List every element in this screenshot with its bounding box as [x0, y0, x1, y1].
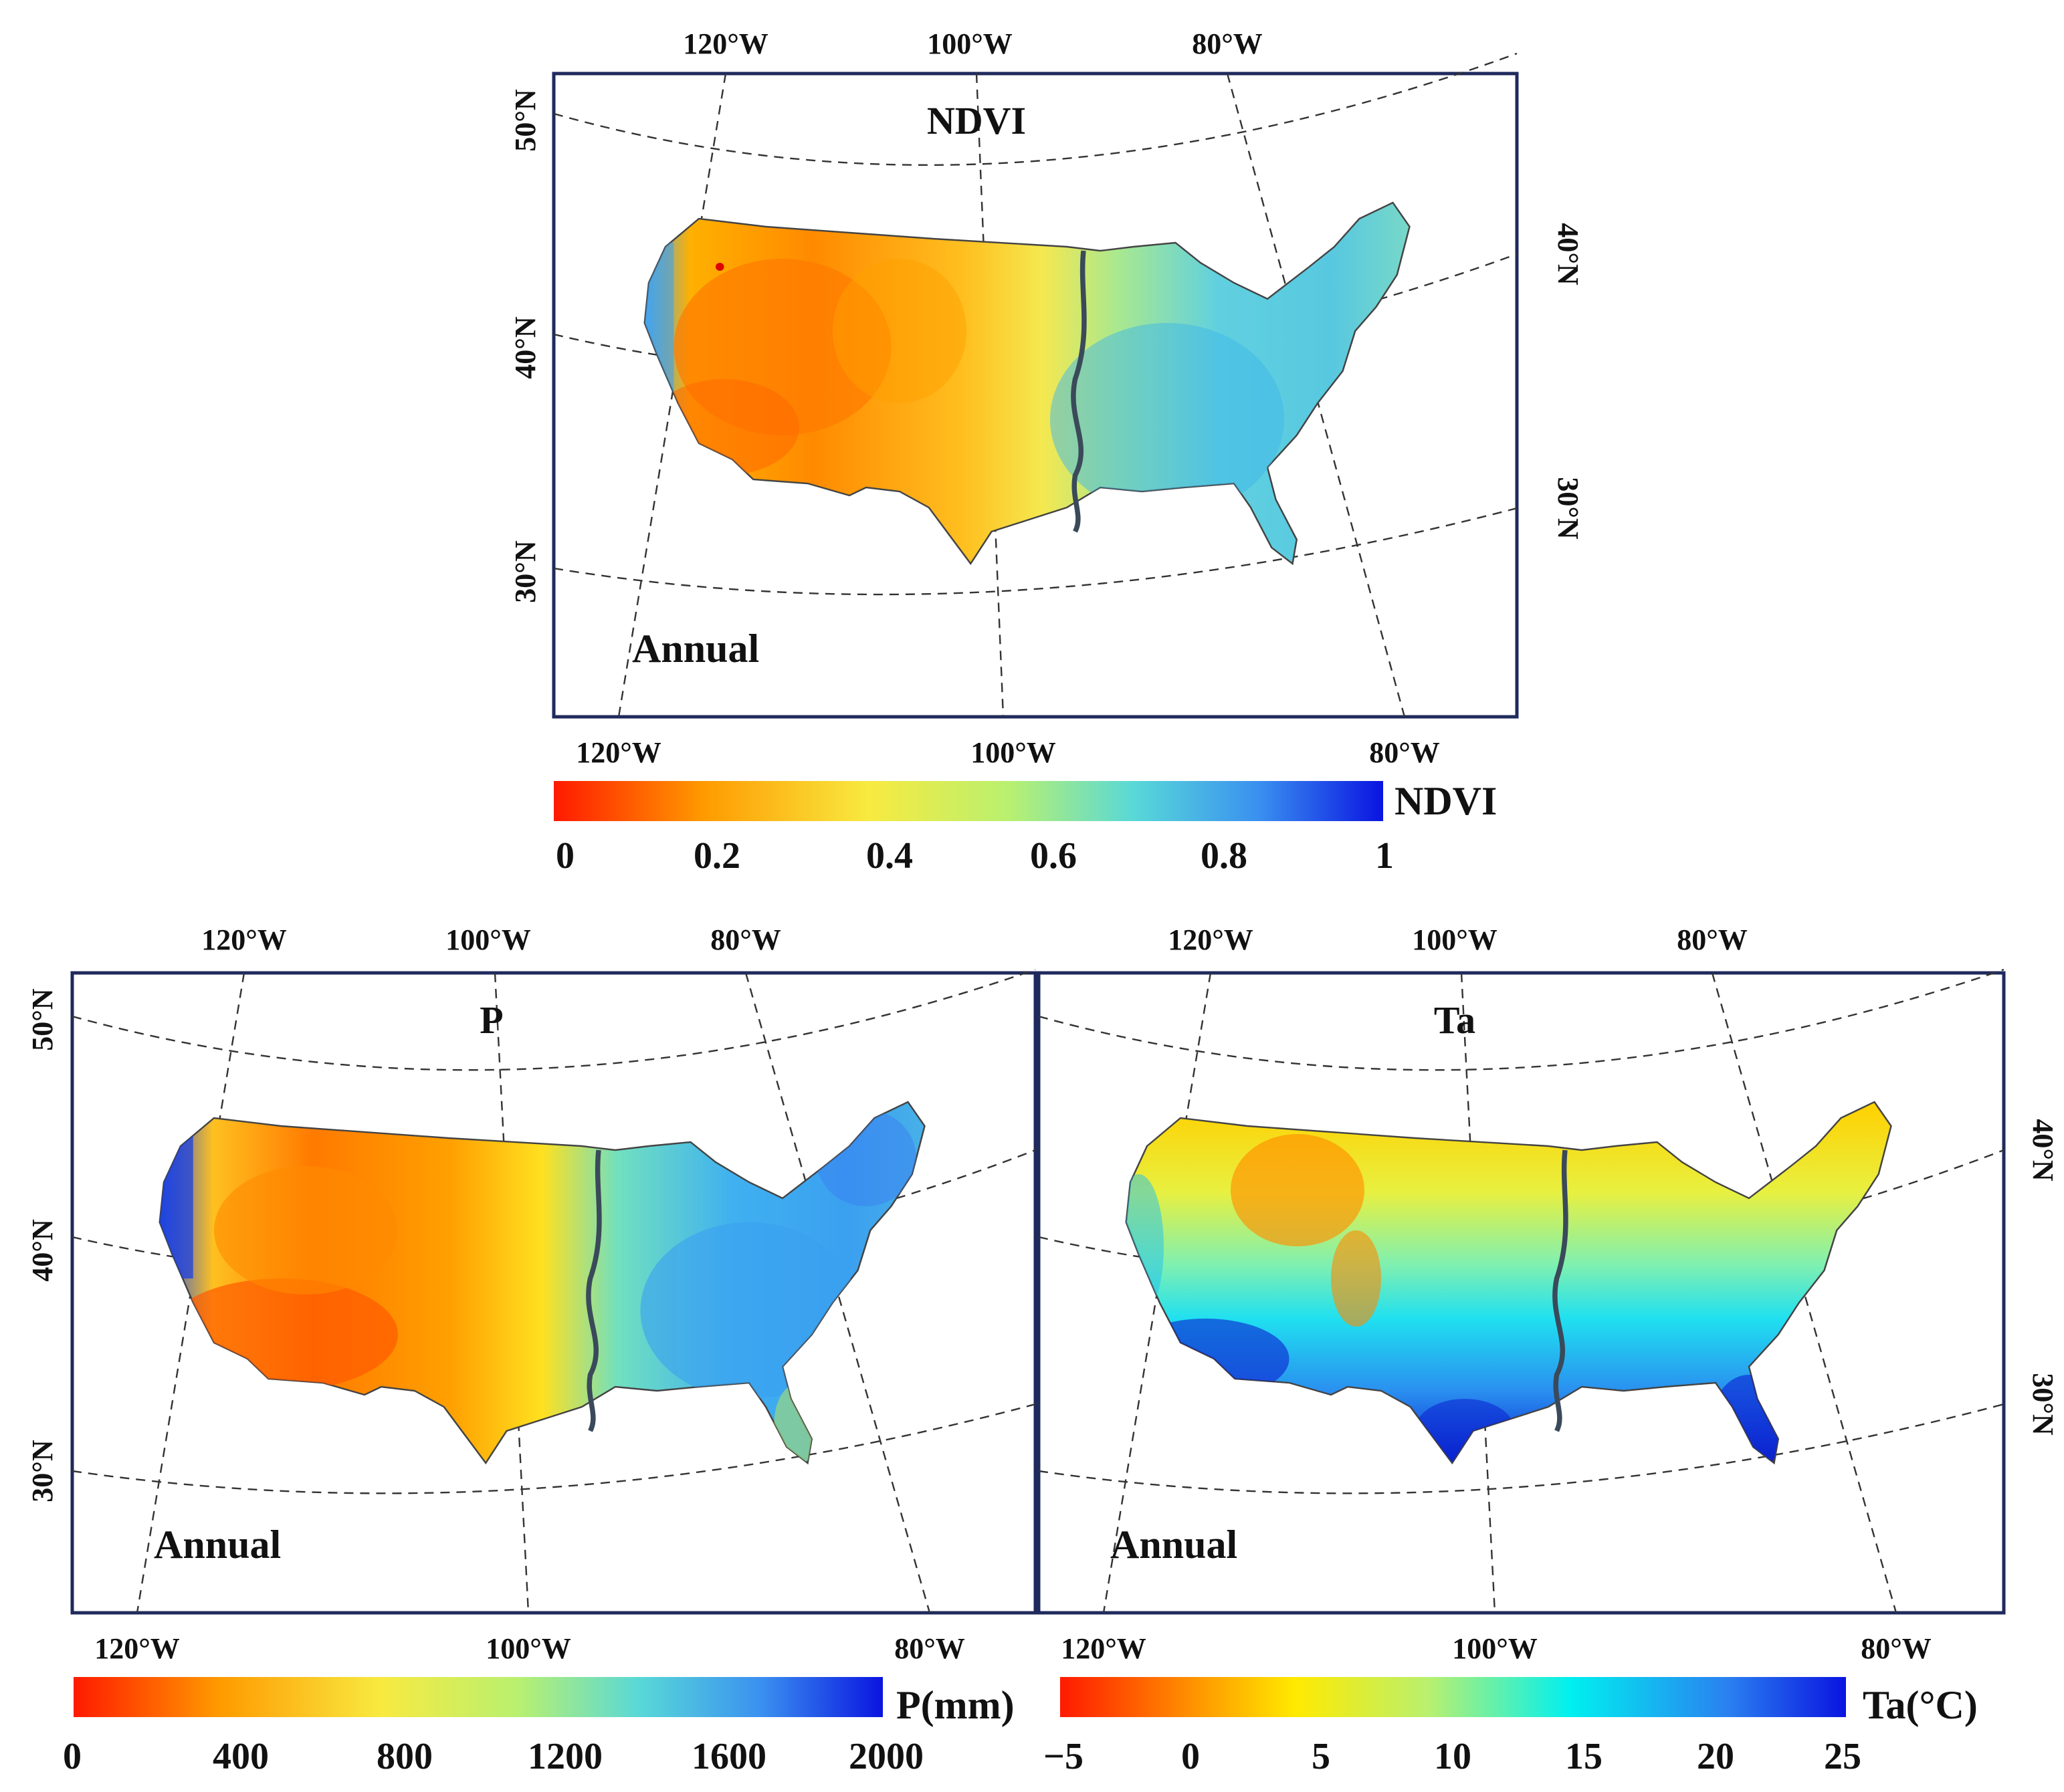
- ndvi-cb-tick-0: 0: [556, 835, 575, 877]
- p-bottom-lon-2: 100°W: [486, 1632, 571, 1665]
- ndvi-left-lat-1: 50°N: [509, 89, 542, 152]
- ndvi-top-lon-2: 100°W: [927, 27, 1013, 60]
- p-colorbar-gradient: [74, 1677, 883, 1717]
- ta-cb-tick-3: 10: [1434, 1736, 1471, 1777]
- ndvi-cb-tick-4: 0.8: [1201, 835, 1247, 877]
- ndvi-left-lat-2: 40°N: [509, 316, 542, 379]
- p-colorbar-label: P(mm): [896, 1683, 1015, 1727]
- ndvi-bottom-lon-2: 100°W: [970, 736, 1056, 769]
- p-annotation: Annual: [154, 1523, 281, 1567]
- ndvi-top-lon-1: 120°W: [683, 27, 768, 60]
- ta-cb-tick-0: −5: [1043, 1736, 1083, 1777]
- ta-bottom-lon-3: 80°W: [1861, 1632, 1932, 1665]
- p-top-lon-1: 120°W: [201, 923, 287, 956]
- p-cb-tick-4: 1600: [692, 1736, 766, 1777]
- p-bottom-lon-1: 120°W: [94, 1632, 180, 1665]
- ndvi-river: [1071, 250, 1087, 533]
- ndvi-left-lat-3: 30°N: [509, 540, 542, 603]
- p-cb-tick-5: 2000: [849, 1736, 924, 1777]
- ta-colorbar-gradient: [1060, 1677, 1846, 1717]
- ndvi-cb-tick-3: 0.6: [1030, 835, 1077, 877]
- p-cb-tick-3: 1200: [528, 1736, 603, 1777]
- ndvi-cb-tick-5: 1: [1375, 835, 1394, 877]
- ta-right-lat-1: 40°N: [2027, 1119, 2059, 1182]
- p-colorbar: P(mm) 0 400 800 1200 1600 2000: [63, 1677, 1015, 1777]
- p-usa-map: [159, 1101, 926, 1464]
- p-title: P: [480, 998, 503, 1042]
- ta-cb-tick-6: 25: [1824, 1736, 1861, 1777]
- ndvi-top-lon-3: 80°W: [1192, 27, 1263, 60]
- ta-right-lat-2: 30°N: [2027, 1373, 2059, 1436]
- p-left-lat-3: 30°N: [26, 1440, 59, 1502]
- ndvi-bottom-lon-3: 80°W: [1369, 736, 1440, 769]
- p-left-lat-2: 40°N: [26, 1219, 59, 1282]
- ndvi-panel: NDVI Annual 120°W 100°W 80°W 120°W 100°W…: [509, 27, 1584, 769]
- ta-colorbar-label: Ta(°C): [1863, 1683, 1978, 1727]
- ta-annotation: Annual: [1110, 1523, 1237, 1567]
- ta-top-lon-2: 100°W: [1412, 923, 1498, 956]
- ta-river: [1552, 1149, 1568, 1432]
- ta-top-lon-3: 80°W: [1677, 923, 1748, 956]
- ta-cb-tick-4: 15: [1565, 1736, 1603, 1777]
- ndvi-map-frame: [552, 72, 1519, 719]
- ta-colorbar: Ta(°C) −5 0 5 10 15 20 25: [1043, 1677, 1978, 1777]
- ndvi-usa-map: [643, 201, 1411, 565]
- ndvi-right-lat-2: 30°N: [1552, 477, 1584, 540]
- p-cb-tick-0: 0: [63, 1736, 82, 1777]
- ndvi-annotation: Annual: [632, 627, 759, 671]
- ndvi-bottom-lon-1: 120°W: [576, 736, 661, 769]
- p-cb-tick-1: 400: [213, 1736, 269, 1777]
- ndvi-colorbar-label: NDVI: [1395, 779, 1497, 823]
- p-left-lat-1: 50°N: [26, 988, 59, 1051]
- ndvi-right-lat-1: 40°N: [1552, 223, 1584, 286]
- p-cb-tick-2: 800: [377, 1736, 433, 1777]
- ta-bottom-lon-1: 120°W: [1061, 1632, 1146, 1665]
- ta-top-lon-1: 120°W: [1168, 923, 1253, 956]
- ndvi-cb-tick-1: 0.2: [694, 835, 740, 877]
- ta-bottom-lon-2: 100°W: [1452, 1632, 1538, 1665]
- ta-title: Ta: [1434, 998, 1475, 1042]
- ta-usa-map: [1125, 1101, 1892, 1464]
- ta-cb-tick-5: 20: [1697, 1736, 1734, 1777]
- ta-map-frame: [1037, 971, 2006, 1615]
- p-top-lon-2: 100°W: [445, 923, 531, 956]
- ndvi-cb-tick-2: 0.4: [866, 835, 913, 877]
- ta-cb-tick-1: 0: [1181, 1736, 1200, 1777]
- p-river: [586, 1149, 602, 1432]
- ta-panel: Ta Annual 120°W 100°W 80°W 120°W 100°W 8…: [1037, 923, 2059, 1665]
- ndvi-colorbar-gradient: [554, 781, 1383, 821]
- p-map-frame: [70, 971, 1037, 1615]
- p-bottom-lon-3: 80°W: [894, 1632, 965, 1665]
- ndvi-title: NDVI: [927, 99, 1026, 142]
- ta-cb-tick-2: 5: [1312, 1736, 1330, 1777]
- ndvi-colorbar: NDVI 0 0.2 0.4 0.6 0.8 1: [554, 779, 1497, 877]
- p-top-lon-3: 80°W: [710, 923, 781, 956]
- p-panel: P Annual 120°W 100°W 80°W 120°W 100°W 80…: [26, 923, 1037, 1665]
